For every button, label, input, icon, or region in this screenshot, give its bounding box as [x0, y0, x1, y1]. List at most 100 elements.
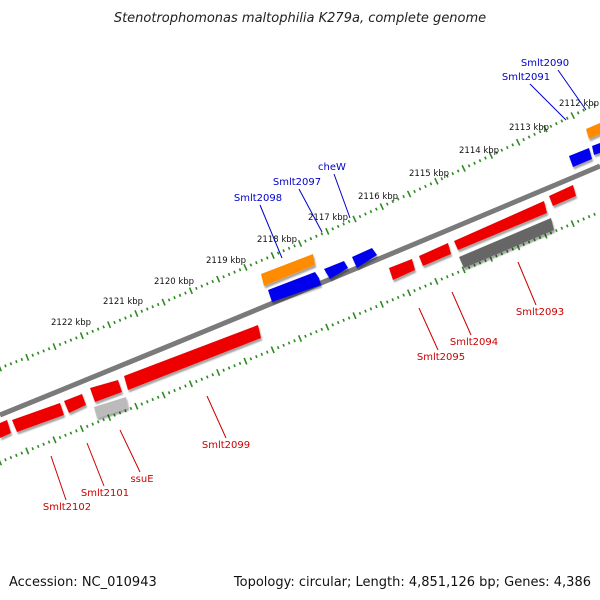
- outer-tick: [505, 145, 509, 150]
- gene-smlt2101[interactable]: [64, 394, 86, 413]
- gene-smlt2098[interactable]: [268, 272, 321, 302]
- outer-tick: [336, 224, 340, 229]
- inner-tick: [315, 330, 318, 334]
- gene-unlabeled-right[interactable]: [549, 185, 576, 206]
- inner-tick: [249, 357, 253, 361]
- label-ssue[interactable]: ssuE: [130, 474, 153, 485]
- gene-chew[interactable]: [352, 248, 377, 268]
- inner-tick: [440, 277, 444, 281]
- outer-tick: [582, 108, 585, 112]
- outer-tick: [331, 227, 335, 231]
- inner-tick: [336, 320, 340, 325]
- gene-smlt2102[interactable]: [12, 403, 64, 432]
- label-smlt2097[interactable]: Smlt2097: [273, 177, 321, 188]
- inner-tick: [379, 300, 384, 308]
- gene-smlt2095[interactable]: [389, 259, 415, 280]
- outer-tick: [167, 298, 171, 302]
- inner-tick: [396, 295, 400, 300]
- outer-tick: [424, 184, 427, 189]
- inner-tick: [91, 422, 95, 426]
- label-smlt2091[interactable]: Smlt2091: [502, 72, 550, 83]
- outer-tick: [352, 215, 357, 223]
- outer-tick: [527, 135, 531, 139]
- gene-rna-2112[interactable]: [586, 123, 600, 139]
- inner-tick: [200, 377, 204, 381]
- gene-smlt2094[interactable]: [419, 243, 451, 266]
- inner-tick: [445, 275, 449, 279]
- outer-tick: [113, 320, 116, 325]
- leader-smlt2099: [206, 395, 227, 439]
- gene-unlabeled-left[interactable]: [0, 420, 11, 438]
- outer-tick: [47, 347, 51, 351]
- inner-tick: [276, 345, 280, 350]
- inner-tick: [375, 304, 378, 309]
- gene-smlt2091[interactable]: [569, 148, 592, 167]
- leader-chew: [333, 173, 351, 219]
- outer-tick: [58, 342, 62, 347]
- outer-tick: [75, 336, 78, 340]
- outer-tick: [200, 284, 204, 288]
- gene-smlt2099[interactable]: [124, 325, 261, 390]
- outer-tick: [265, 256, 269, 260]
- inner-tick-ring: [0, 212, 596, 466]
- outer-tick: [522, 138, 525, 142]
- inner-tick: [20, 451, 24, 455]
- outer-tick: [96, 327, 100, 331]
- outer-tick: [195, 286, 198, 291]
- inner-tick: [576, 219, 580, 223]
- scale-label-2119: 2119 kbp: [206, 256, 246, 266]
- outer-tick: [533, 132, 536, 136]
- inner-tick: [413, 288, 416, 293]
- inner-tick: [511, 247, 515, 251]
- inner-tick: [206, 375, 209, 379]
- inner-tick: [565, 224, 569, 228]
- inner-tick: [331, 323, 335, 327]
- gene-rna-2118[interactable]: [261, 254, 315, 286]
- label-smlt2090[interactable]: Smlt2090: [521, 58, 569, 69]
- inner-tick: [309, 332, 313, 336]
- inner-tick: [418, 286, 422, 290]
- label-smlt2094[interactable]: Smlt2094: [450, 337, 498, 348]
- inner-tick: [124, 409, 127, 413]
- scale-label-2120: 2120 kbp: [154, 277, 194, 287]
- inner-tick: [222, 368, 225, 372]
- outer-tick: [184, 291, 187, 295]
- outer-tick: [276, 251, 280, 255]
- inner-tick: [402, 293, 405, 297]
- gene-smlt2093[interactable]: [454, 201, 547, 250]
- leader-smlt2097: [298, 188, 323, 233]
- outer-tick: [36, 351, 40, 355]
- outer-tick: [560, 119, 564, 123]
- inner-tick: [58, 435, 62, 440]
- inner-tick: [64, 433, 67, 437]
- label-smlt2099[interactable]: Smlt2099: [202, 440, 250, 451]
- inner-tick: [533, 238, 536, 242]
- inner-tick: [85, 424, 89, 428]
- label-smlt2093[interactable]: Smlt2093: [516, 307, 564, 318]
- gene-pseudo-2093[interactable]: [459, 218, 554, 268]
- label-smlt2095[interactable]: Smlt2095: [417, 352, 465, 363]
- outer-tick: [243, 263, 248, 271]
- inner-tick: [522, 242, 525, 247]
- inner-tick: [461, 266, 466, 274]
- outer-tick: [445, 174, 449, 178]
- gene-ssue[interactable]: [90, 380, 122, 402]
- gene-features: [0, 123, 600, 438]
- outer-tick: [342, 222, 345, 226]
- outer-tick: [233, 270, 236, 274]
- label-smlt2101[interactable]: Smlt2101: [81, 488, 129, 499]
- scale-label-2112: 2112 kbp: [559, 99, 599, 109]
- inner-tick: [42, 442, 45, 446]
- label-chew[interactable]: cheW: [318, 162, 346, 173]
- inner-tick: [255, 355, 258, 359]
- gene-smlt2090[interactable]: [592, 143, 600, 155]
- gene-smlt2097[interactable]: [324, 261, 348, 279]
- inner-tick: [391, 298, 395, 302]
- gene-other-ssue[interactable]: [94, 397, 128, 418]
- label-smlt2102[interactable]: Smlt2102: [43, 502, 91, 513]
- label-smlt2098[interactable]: Smlt2098: [234, 193, 282, 204]
- inner-tick: [188, 380, 193, 388]
- inner-tick: [167, 391, 171, 395]
- outer-tick: [413, 189, 416, 194]
- inner-tick: [9, 455, 13, 460]
